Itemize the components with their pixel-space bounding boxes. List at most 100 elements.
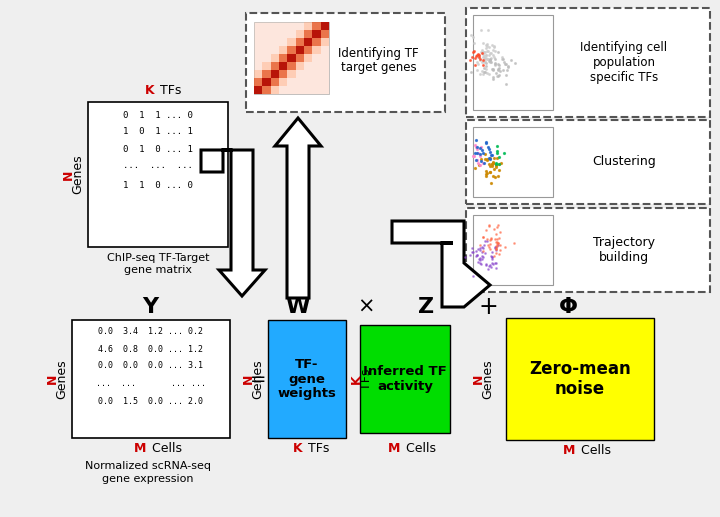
Bar (279, 54, 287, 62)
Text: K: K (349, 374, 362, 384)
Text: M: M (562, 445, 575, 458)
Bar (262, 86, 271, 94)
Bar (254, 62, 262, 70)
Text: Φ: Φ (559, 297, 577, 317)
Bar (287, 54, 296, 62)
Text: TFs: TFs (304, 443, 329, 455)
Bar (296, 30, 304, 38)
Bar (254, 54, 262, 62)
Text: TF-
gene
weights: TF- gene weights (278, 357, 336, 401)
Bar (271, 46, 279, 54)
Bar (254, 70, 262, 78)
Text: K: K (145, 84, 154, 98)
FancyBboxPatch shape (466, 120, 710, 204)
Text: =: = (250, 370, 266, 388)
Bar (506, 318, 654, 440)
Bar (271, 78, 279, 86)
Bar (254, 22, 262, 30)
Bar (320, 30, 329, 38)
Bar (262, 46, 271, 54)
Bar (287, 22, 296, 30)
Text: TFs: TFs (156, 84, 181, 98)
Text: 0.0  0.0  0.0 ... 3.1: 0.0 0.0 0.0 ... 3.1 (99, 361, 204, 371)
Text: Genes: Genes (482, 359, 495, 399)
Bar (304, 62, 312, 70)
Bar (72, 320, 230, 438)
Bar (320, 62, 329, 70)
Bar (304, 70, 312, 78)
Bar (279, 30, 287, 38)
Text: N: N (472, 374, 485, 384)
Bar (271, 22, 279, 30)
FancyBboxPatch shape (466, 208, 710, 292)
Bar (320, 38, 329, 46)
Bar (287, 70, 296, 78)
Bar (312, 78, 320, 86)
Bar (304, 86, 312, 94)
Text: K: K (292, 443, 302, 455)
Bar (268, 320, 346, 438)
Text: N: N (45, 374, 58, 384)
Bar (296, 46, 304, 54)
Bar (296, 54, 304, 62)
Bar (312, 70, 320, 78)
Polygon shape (392, 221, 490, 307)
FancyBboxPatch shape (466, 8, 710, 117)
Text: M: M (387, 443, 400, 455)
Bar (262, 38, 271, 46)
Bar (254, 38, 262, 46)
Bar (287, 86, 296, 94)
Text: 0.0  3.4  1.2 ... 0.2: 0.0 3.4 1.2 ... 0.2 (99, 327, 204, 337)
Bar (360, 325, 450, 433)
Bar (312, 86, 320, 94)
Bar (271, 30, 279, 38)
Bar (473, 127, 553, 197)
Text: Identifying cell
population
specific TFs: Identifying cell population specific TFs (580, 41, 667, 84)
Text: Trajectory
building: Trajectory building (593, 236, 655, 264)
Bar (312, 54, 320, 62)
Text: Normalized scRNA-seq: Normalized scRNA-seq (85, 461, 211, 471)
Bar (304, 22, 312, 30)
Bar (473, 215, 553, 285)
Bar (287, 62, 296, 70)
Bar (279, 86, 287, 94)
Bar (88, 102, 228, 247)
Bar (320, 78, 329, 86)
Bar (320, 54, 329, 62)
Bar (304, 78, 312, 86)
Bar (262, 54, 271, 62)
Polygon shape (275, 118, 321, 298)
Text: ...  ...  ...: ... ... ... (123, 161, 193, 171)
Bar (254, 86, 262, 94)
Bar (287, 46, 296, 54)
FancyBboxPatch shape (246, 13, 445, 112)
Text: N: N (61, 169, 74, 180)
Text: Inferred TF
activity: Inferred TF activity (363, 365, 447, 393)
Bar (312, 30, 320, 38)
Text: Z: Z (418, 297, 434, 317)
Text: ChIP-seq TF-Target: ChIP-seq TF-Target (107, 253, 210, 263)
Text: TFs: TFs (359, 368, 372, 390)
Bar (262, 30, 271, 38)
Bar (279, 38, 287, 46)
Text: 0  1  0 ... 1: 0 1 0 ... 1 (123, 144, 193, 154)
Bar (304, 38, 312, 46)
Bar (254, 78, 262, 86)
Bar (296, 86, 304, 94)
Bar (473, 15, 553, 110)
Text: Cells: Cells (148, 443, 182, 455)
Bar (279, 62, 287, 70)
Bar (312, 22, 320, 30)
Bar (320, 46, 329, 54)
Bar (296, 70, 304, 78)
Bar (271, 70, 279, 78)
Bar (304, 54, 312, 62)
Bar (320, 86, 329, 94)
Bar (312, 46, 320, 54)
Text: 0.0  1.5  0.0 ... 2.0: 0.0 1.5 0.0 ... 2.0 (99, 398, 204, 406)
Bar (279, 78, 287, 86)
Text: Genes: Genes (71, 155, 84, 194)
Bar (271, 38, 279, 46)
Bar (279, 70, 287, 78)
Text: gene matrix: gene matrix (124, 265, 192, 275)
